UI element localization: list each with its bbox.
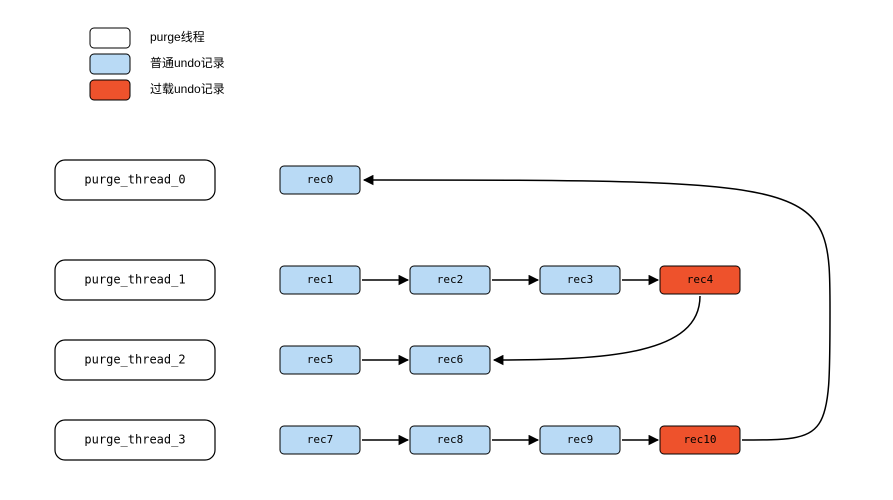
thread-label: purge_thread_1	[84, 273, 185, 287]
legend-label: 普通undo记录	[150, 56, 225, 70]
legend-swatch	[90, 54, 130, 74]
curved-arrow	[494, 296, 700, 360]
rec-label: rec2	[437, 273, 464, 286]
legend-swatch	[90, 80, 130, 100]
rec-label: rec7	[307, 433, 334, 446]
rec-label: rec10	[683, 433, 716, 446]
thread-label: purge_thread_2	[84, 353, 185, 367]
thread-label: purge_thread_3	[84, 433, 185, 447]
rec-label: rec8	[437, 433, 464, 446]
rec-label: rec5	[307, 353, 334, 366]
legend-swatch	[90, 28, 130, 48]
rec-label: rec4	[687, 273, 714, 286]
rec-label: rec6	[437, 353, 464, 366]
rec-label: rec0	[307, 173, 334, 186]
legend-label: purge线程	[150, 29, 205, 44]
rec-label: rec3	[567, 273, 594, 286]
legend-label: 过载undo记录	[150, 82, 225, 96]
diagram-canvas: purge线程普通undo记录过载undo记录purge_thread_0rec…	[0, 0, 893, 500]
rec-label: rec9	[567, 433, 594, 446]
rec-label: rec1	[307, 273, 334, 286]
thread-label: purge_thread_0	[84, 173, 185, 187]
curved-arrow	[364, 180, 830, 440]
